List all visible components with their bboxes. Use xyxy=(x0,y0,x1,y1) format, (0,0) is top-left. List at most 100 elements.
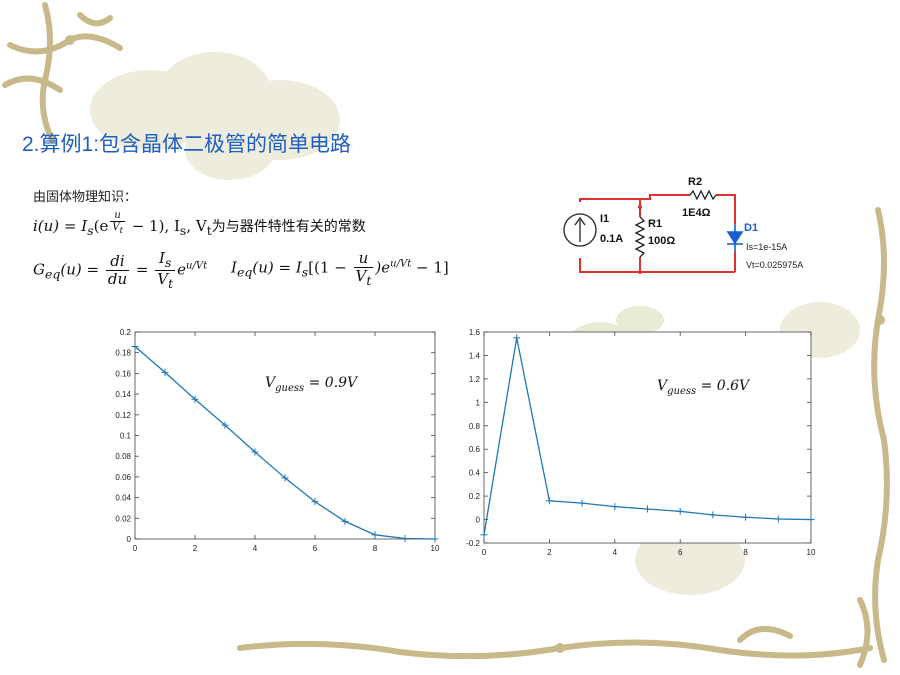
chart-1-data-point xyxy=(251,448,259,456)
chart-1-xtick-label: 0 xyxy=(133,544,138,553)
chart-2-ytick-label: 1.2 xyxy=(469,375,481,384)
chart-2-data-point xyxy=(709,511,717,519)
diode-is: Is=1e-15A xyxy=(746,242,787,252)
f1-text: 为与器件特性有关的常数 xyxy=(211,219,366,236)
f1-paren: (e xyxy=(93,217,109,236)
chart-1-ytick-label: 0 xyxy=(127,535,132,544)
f2-eq: = xyxy=(135,260,149,279)
diode-symbol xyxy=(726,231,744,245)
wire-bottom xyxy=(579,258,735,273)
chart-1-xtick-label: 4 xyxy=(253,544,258,553)
chart-2-data-point xyxy=(644,505,651,513)
chart-1-xtick-label: 8 xyxy=(373,544,378,553)
chart-2-data-point xyxy=(513,334,521,342)
current-source-symbol xyxy=(563,213,597,247)
chart-1-data-point xyxy=(371,531,379,539)
wire-r2-left xyxy=(640,194,690,200)
chart-2-xtick-label: 6 xyxy=(678,548,683,557)
f2-lhs: G xyxy=(33,260,45,279)
chart-2-data-point xyxy=(611,503,619,511)
r1-label: R1 xyxy=(648,218,662,230)
chart-2-data-point xyxy=(480,531,488,539)
chart-1-data-point xyxy=(341,517,349,525)
formula-ieq: Ieq(u) = Is[(1 − u Vt)eu/Vt − 1] xyxy=(231,250,449,287)
f1-exp-num: u xyxy=(110,210,125,222)
chart-2-ytick-label: 0.4 xyxy=(469,469,481,478)
f3-close-e: )e xyxy=(375,258,391,277)
chart-2-annotation: Vguess = 0.6V xyxy=(657,378,751,397)
resistor-r1-symbol xyxy=(634,216,646,258)
f3-exp: u/Vt xyxy=(390,258,412,270)
f1-comma: , V xyxy=(186,217,207,236)
chart-2-ytick-label: 1.4 xyxy=(469,351,481,360)
diode-label: D1 xyxy=(744,222,758,234)
f3-frac-den: V xyxy=(355,266,367,285)
f3-frac-num: u xyxy=(353,250,374,268)
chart-2-data-point xyxy=(676,507,684,515)
f2-exp: u/Vt xyxy=(186,260,208,272)
f2-e: e xyxy=(177,260,187,279)
chart-2-ytick-label: 0.2 xyxy=(469,492,481,501)
chart-1-xtick-label: 2 xyxy=(193,544,198,553)
chart-2-ytick-label: 0.8 xyxy=(469,422,481,431)
chart-2-data-point xyxy=(807,516,815,524)
f1-is-sub: s xyxy=(179,223,187,239)
chart-2-ytick-label: -0.2 xyxy=(466,539,480,548)
f1-sub-s: s xyxy=(87,223,94,239)
junction-top xyxy=(638,205,642,209)
chart-1-ytick-label: 0.2 xyxy=(120,328,132,337)
f1-vt-sub: t xyxy=(206,223,212,239)
chart-1-ytick-label: 0.08 xyxy=(115,452,131,461)
formula-geq: Geq(u) = di du = Is Vt eu/Vt xyxy=(33,250,207,291)
chart-1-ytick-label: 0.06 xyxy=(115,473,131,482)
slide-title: 2.算例1:包含晶体二极管的简单电路 xyxy=(22,133,352,156)
wire-top-left xyxy=(579,198,641,207)
diode-vt: Vt=0.025975A xyxy=(746,260,803,270)
junction-bottom xyxy=(638,270,642,274)
r2-value: 1E4Ω xyxy=(682,207,711,219)
f2-lhs-sub: eq xyxy=(44,266,61,282)
chart-2-ytick-label: 1.6 xyxy=(469,328,481,337)
r1-value: 100Ω xyxy=(648,235,675,247)
chart-2-xtick-label: 2 xyxy=(547,548,552,557)
chart-1-data-point xyxy=(191,395,199,403)
chart-1-data-point xyxy=(401,534,409,542)
chart-1-ytick-label: 0.1 xyxy=(120,432,132,441)
chart-vguess-0-6: 0 2 4 6 8 10-0.200.20.40.60.811.21.41.6Vguess… xyxy=(466,328,816,557)
chart-1-annotation: Vguess = 0.9V xyxy=(265,375,359,394)
f3-is-sub: s xyxy=(301,264,309,280)
chart-1-xtick-label: 6 xyxy=(313,544,318,553)
circuit-diagram: I1 0.1A R1 100Ω R2 1E4Ω D1 Is=1e-15A Vt=… xyxy=(563,176,803,274)
chart-2-ytick-label: 0 xyxy=(476,516,481,525)
source-label: I1 xyxy=(600,213,609,225)
f3-end: − 1] xyxy=(411,258,449,277)
chart-1-ytick-label: 0.04 xyxy=(115,494,131,503)
chart-1-ytick-label: 0.18 xyxy=(115,349,131,358)
f3-lhs: I xyxy=(231,258,237,277)
chart-2-data-point xyxy=(545,497,553,505)
wire-r2-right xyxy=(716,194,736,224)
chart-1-ytick-label: 0.14 xyxy=(115,390,131,399)
f3-lhs-sub: eq xyxy=(236,264,253,280)
formula-diode-current: i(u) = Is(e u Vt − 1), Is, Vt为与器件特性有关的常数 xyxy=(33,210,366,238)
f2-frac2-num: I xyxy=(159,249,165,267)
chart-2-ytick-label: 1 xyxy=(476,398,481,407)
chart-2-xtick-label: 10 xyxy=(807,548,816,557)
chart-1-plot-area xyxy=(134,331,436,540)
chart-1-ytick-label: 0.16 xyxy=(115,369,131,378)
f3-open: [(1 − xyxy=(308,258,347,277)
f2-frac1-num: di xyxy=(105,253,130,271)
f3-mid: (u) = I xyxy=(252,258,302,277)
f1-exp-den: V xyxy=(112,222,120,233)
chart-1-data-point xyxy=(161,368,169,376)
intro-text: 由固体物理知识： xyxy=(33,189,138,204)
chart-1-data-point xyxy=(311,498,319,506)
f2-lhs-arg: (u) = xyxy=(60,260,100,279)
chart-2-xtick-label: 8 xyxy=(743,548,748,557)
chart-1-data-point xyxy=(431,535,439,543)
f1-tail: − 1), I xyxy=(126,217,180,236)
f3-frac-den-sub: t xyxy=(366,272,372,288)
source-value: 0.1A xyxy=(600,233,623,245)
chart-1-data-point xyxy=(221,421,229,429)
f2-frac1-den: du xyxy=(107,269,128,288)
